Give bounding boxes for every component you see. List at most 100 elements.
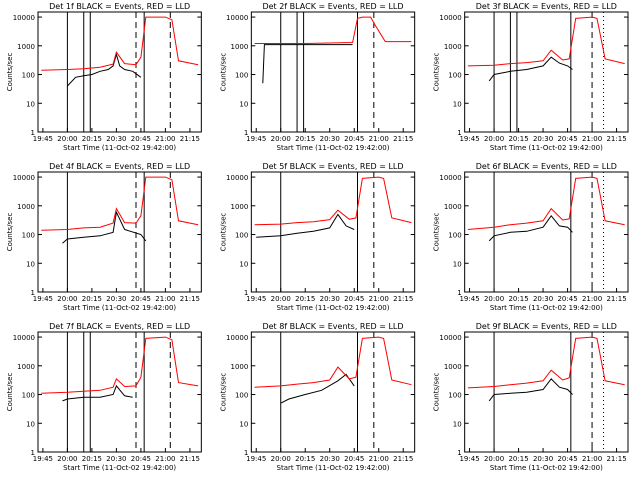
- x-tick-label: 20:00: [57, 455, 77, 463]
- y-tick-label: 1000: [444, 203, 462, 211]
- y-tick-label: 1000: [231, 363, 249, 371]
- y-tick-label: 1000: [444, 43, 462, 51]
- y-tick-label: 10000: [226, 14, 248, 22]
- x-tick-label: 20:15: [82, 135, 102, 143]
- y-tick-label: 10000: [226, 334, 248, 342]
- x-tick-label: 20:15: [508, 295, 528, 303]
- series-lld-line: [467, 16, 625, 67]
- x-axis-label: Start Time (11-Oct-02 19:42:00): [63, 464, 176, 472]
- x-tick-label: 20:45: [557, 455, 577, 463]
- y-axis-label: Counts/sec: [6, 213, 14, 252]
- x-tick-label: 21:00: [582, 455, 602, 463]
- y-axis-label: Counts/sec: [219, 373, 227, 412]
- x-tick-label: 21:00: [369, 135, 389, 143]
- y-axis-label: Counts/sec: [219, 53, 227, 92]
- x-tick-label: 21:00: [369, 455, 389, 463]
- x-tick-label: 19:45: [459, 295, 479, 303]
- series-events-line: [62, 384, 133, 402]
- panel-title: Det 7f BLACK = Events, RED = LLD: [49, 322, 190, 331]
- panel-det-9: Det 9f BLACK = Events, RED = LLD 1 10 100 10…: [433, 322, 629, 472]
- y-tick-label: 100: [22, 232, 35, 240]
- x-tick-label: 21:15: [180, 295, 200, 303]
- series-events-line: [262, 44, 353, 84]
- series-lld-line: [254, 336, 412, 388]
- panel-title: Det 5f BLACK = Events, RED = LLD: [262, 162, 403, 171]
- series-lld-line: [41, 16, 199, 71]
- x-tick-label: 20:45: [344, 455, 364, 463]
- x-tick-label: 20:30: [533, 295, 553, 303]
- x-tick-label: 19:45: [246, 455, 266, 463]
- x-tick-label: 20:30: [106, 455, 126, 463]
- x-axis-label: Start Time (11-Oct-02 19:42:00): [490, 464, 603, 472]
- x-axis-label: Start Time (11-Oct-02 19:42:00): [277, 144, 390, 152]
- y-axis-label: Counts/sec: [6, 373, 14, 412]
- x-tick-label: 19:45: [246, 135, 266, 143]
- y-tick-label: 1: [31, 289, 35, 297]
- y-tick-label: 1: [244, 129, 248, 137]
- x-tick-label: 19:45: [459, 135, 479, 143]
- x-tick-label: 20:30: [106, 135, 126, 143]
- y-axis-label: Counts/sec: [433, 53, 441, 92]
- x-axis-label: Start Time (11-Oct-02 19:42:00): [490, 304, 603, 312]
- x-tick-label: 20:00: [484, 295, 504, 303]
- y-axis-label: Counts/sec: [219, 213, 227, 252]
- series-events-line: [488, 56, 573, 82]
- y-axis-label: Counts/sec: [433, 213, 441, 252]
- x-tick-label: 20:30: [106, 295, 126, 303]
- y-tick-label: 10: [453, 100, 462, 108]
- x-tick-label: 20:00: [271, 295, 291, 303]
- x-tick-label: 20:15: [82, 455, 102, 463]
- y-tick-label: 10000: [439, 14, 461, 22]
- x-tick-label: 20:45: [557, 135, 577, 143]
- x-tick-label: 21:15: [393, 295, 413, 303]
- y-axis-label: Counts/sec: [6, 53, 14, 92]
- x-tick-label: 21:00: [155, 295, 175, 303]
- plot-frame: [464, 331, 629, 453]
- x-tick-label: 20:45: [557, 295, 577, 303]
- panel-title: Det 4f BLACK = Events, RED = LLD: [49, 162, 190, 171]
- y-tick-label: 1: [31, 449, 35, 457]
- series-events-line: [488, 378, 573, 402]
- y-tick-label: 10000: [439, 334, 461, 342]
- x-tick-label: 20:45: [131, 295, 151, 303]
- series-lld-line: [41, 336, 199, 394]
- panel-title: Det 6f BLACK = Events, RED = LLD: [476, 162, 617, 171]
- series-events-line: [280, 373, 355, 404]
- y-tick-label: 100: [235, 392, 248, 400]
- panel-det-5: Det 5f BLACK = Events, RED = LLD 1 10 100 10…: [219, 162, 416, 312]
- series-lld-line: [254, 16, 412, 44]
- x-tick-label: 20:00: [271, 455, 291, 463]
- x-tick-label: 20:30: [320, 455, 340, 463]
- y-tick-label: 10000: [226, 174, 248, 182]
- y-tick-label: 1000: [444, 363, 462, 371]
- y-tick-label: 10: [239, 100, 248, 108]
- y-tick-label: 10: [26, 260, 35, 268]
- x-tick-label: 21:15: [180, 455, 200, 463]
- y-tick-label: 100: [235, 72, 248, 80]
- plot-frame: [250, 11, 416, 133]
- y-tick-label: 10000: [439, 174, 461, 182]
- y-tick-label: 10: [453, 260, 462, 268]
- y-tick-label: 10000: [13, 334, 35, 342]
- y-tick-label: 10: [26, 420, 35, 428]
- panel-title: Det 1f BLACK = Events, RED = LLD: [49, 2, 190, 11]
- x-tick-label: 20:45: [344, 295, 364, 303]
- x-tick-label: 19:45: [459, 455, 479, 463]
- x-tick-label: 21:15: [606, 455, 626, 463]
- x-tick-label: 21:15: [393, 135, 413, 143]
- y-tick-label: 10000: [13, 174, 35, 182]
- panel-det-3: Det 3f BLACK = Events, RED = LLD 1 10 100 10…: [433, 2, 629, 152]
- panel-title: Det 8f BLACK = Events, RED = LLD: [262, 322, 403, 331]
- y-tick-label: 1: [457, 449, 461, 457]
- plot-frame: [464, 171, 629, 293]
- x-tick-label: 21:00: [155, 455, 175, 463]
- series-lld-line: [254, 176, 412, 226]
- x-tick-label: 19:45: [33, 455, 53, 463]
- x-tick-label: 21:15: [393, 455, 413, 463]
- y-tick-label: 1000: [231, 43, 249, 51]
- series-events-line: [62, 210, 147, 244]
- series-lld-line: [467, 176, 625, 230]
- y-tick-label: 100: [235, 232, 248, 240]
- x-axis-label: Start Time (11-Oct-02 19:42:00): [63, 304, 176, 312]
- x-tick-label: 21:00: [155, 135, 175, 143]
